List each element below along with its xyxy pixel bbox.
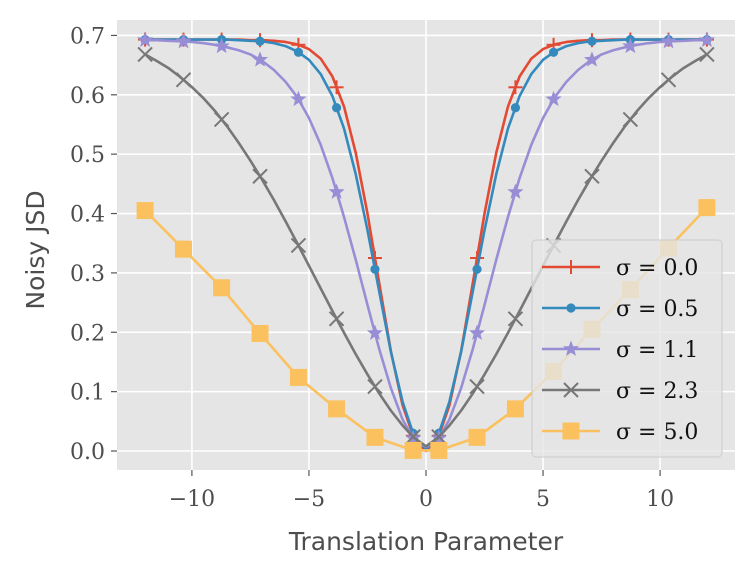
data-point <box>251 324 269 342</box>
y-tick-label: 0.0 <box>70 440 105 465</box>
series-3 <box>137 46 715 448</box>
legend-marker <box>564 260 578 274</box>
data-point <box>508 80 523 95</box>
data-point <box>136 202 154 220</box>
data-point <box>328 183 345 199</box>
data-point <box>370 264 380 274</box>
series-line <box>144 53 708 448</box>
legend-label: σ = 5.0 <box>616 420 698 445</box>
legend-label: σ = 0.5 <box>616 297 698 322</box>
data-point <box>252 168 268 184</box>
x-tick-label: 5 <box>536 487 550 512</box>
data-point <box>290 237 307 254</box>
data-point <box>660 33 677 49</box>
legend-marker <box>562 340 580 356</box>
data-point <box>328 400 346 418</box>
data-point <box>431 428 447 445</box>
legend-marker <box>562 422 580 440</box>
data-point <box>622 111 639 128</box>
data-point <box>175 33 192 49</box>
legend-label: σ = 1.1 <box>616 338 698 363</box>
legend-marker <box>563 382 579 398</box>
y-tick-label: 0.7 <box>70 24 105 49</box>
legend-label: σ = 2.3 <box>616 379 698 404</box>
data-point <box>213 111 230 128</box>
data-point <box>137 46 153 63</box>
data-point <box>507 311 524 327</box>
legend-entry: σ = 5.0 <box>542 420 698 445</box>
data-point <box>469 378 485 395</box>
x-axis-label: Translation Parameter <box>288 527 564 556</box>
legend-entry: σ = 0.5 <box>542 297 698 322</box>
data-point <box>510 103 521 113</box>
y-tick-label: 0.1 <box>70 381 105 406</box>
data-point <box>175 72 192 88</box>
data-point <box>137 31 154 48</box>
y-axis-label: Noisy JSD <box>21 190 50 309</box>
legend-entry: σ = 0.0 <box>542 256 698 281</box>
data-point <box>293 47 304 57</box>
y-tick-label: 0.6 <box>70 84 105 109</box>
legend: σ = 0.0 σ = 0.5 σ = 1.1 σ = 2.3 σ = 5.0 <box>531 239 723 458</box>
data-point <box>622 37 639 54</box>
legend-marker <box>566 303 576 313</box>
data-point <box>213 37 230 54</box>
data-point <box>331 103 342 113</box>
data-point <box>468 324 486 340</box>
data-point <box>367 378 383 395</box>
data-point <box>329 80 344 95</box>
legend-box <box>531 239 723 458</box>
data-point <box>699 46 715 63</box>
data-point <box>251 51 269 67</box>
y-tick-label: 0.5 <box>70 143 105 168</box>
data-point <box>548 47 559 57</box>
grid-lines <box>117 20 735 470</box>
data-point <box>587 36 597 46</box>
data-point <box>660 72 677 88</box>
data-point <box>584 168 600 184</box>
legend-entry: σ = 2.3 <box>542 379 698 404</box>
data-point <box>328 311 345 327</box>
data-point <box>472 264 482 274</box>
data-point <box>698 199 716 217</box>
data-point <box>366 324 384 340</box>
data-point <box>545 90 562 107</box>
y-axis-ticks: 0.0 0.1 0.2 0.3 0.4 0.5 0.6 0.7 <box>70 24 117 465</box>
x-axis-ticks: −10 −5 0 5 10 <box>169 470 674 512</box>
data-point <box>213 279 231 297</box>
data-point <box>506 400 524 418</box>
y-tick-label: 0.2 <box>70 321 105 346</box>
data-point <box>698 31 715 48</box>
x-tick-label: 0 <box>419 487 433 512</box>
data-point <box>366 428 384 446</box>
data-point <box>507 183 524 199</box>
data-point <box>404 441 422 459</box>
data-point <box>405 428 421 445</box>
data-point <box>255 36 265 46</box>
data-point <box>174 240 192 258</box>
data-point <box>290 90 307 107</box>
data-point <box>468 428 486 446</box>
y-tick-label: 0.3 <box>70 262 105 287</box>
data-point <box>430 441 448 459</box>
x-tick-label: 10 <box>646 487 674 512</box>
legend-entry: σ = 1.1 <box>542 338 698 363</box>
y-tick-label: 0.4 <box>70 203 105 228</box>
data-point <box>583 51 601 67</box>
x-tick-label: −5 <box>293 487 325 512</box>
data-point <box>289 368 307 386</box>
legend-label: σ = 0.0 <box>616 256 698 281</box>
x-tick-label: −10 <box>169 487 215 512</box>
